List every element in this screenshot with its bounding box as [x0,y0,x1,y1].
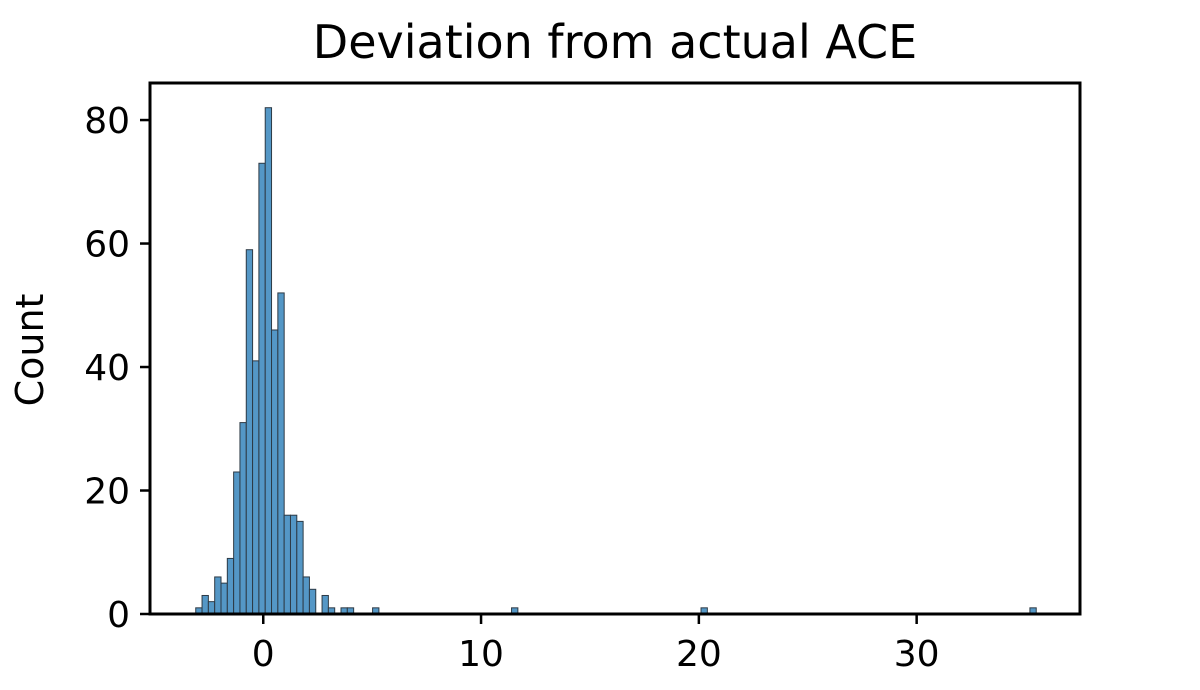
histogram-bar-2 [207,601,216,615]
histogram-bar-7 [239,422,247,615]
histogram-bar-17 [302,576,310,615]
x-tick-label: 0 [252,634,275,675]
histogram-bar-16 [296,520,304,615]
histogram-bar-3 [214,576,222,615]
histogram-bar-10 [258,162,266,615]
y-axis-ticks: 0 20 40 60 80 [84,101,150,636]
histogram-bar-19 [321,594,329,615]
x-tick-label: 20 [676,634,722,675]
histogram-bar-5 [226,557,235,615]
histogram-bar-8 [245,249,254,615]
x-axis-ticks: 0 10 20 30 [252,614,940,675]
x-tick-label: 30 [894,634,940,675]
chart-title: Deviation from actual ACE [313,15,917,69]
bars-group [195,107,1037,615]
histogram-bar-18 [308,588,317,615]
plot-frame [148,81,1082,616]
y-tick-label: 40 [84,348,130,389]
histogram-bar-6 [233,471,241,615]
histogram-bar-14 [283,514,291,615]
histogram-bar-15 [289,514,298,615]
histogram-bar-9 [252,360,260,615]
histogram-bar-13 [277,292,285,615]
y-tick-label: 60 [84,225,130,266]
x-tick-label: 10 [458,634,504,675]
y-tick-label: 20 [84,472,130,513]
y-axis-label: Count [8,294,52,407]
histogram-bar-1 [201,594,209,615]
histogram-bar-4 [220,582,228,615]
y-tick-label: 80 [84,101,130,142]
histogram-bar-12 [271,329,279,615]
histogram-bar-11 [264,107,273,615]
y-tick-label: 0 [107,595,130,636]
